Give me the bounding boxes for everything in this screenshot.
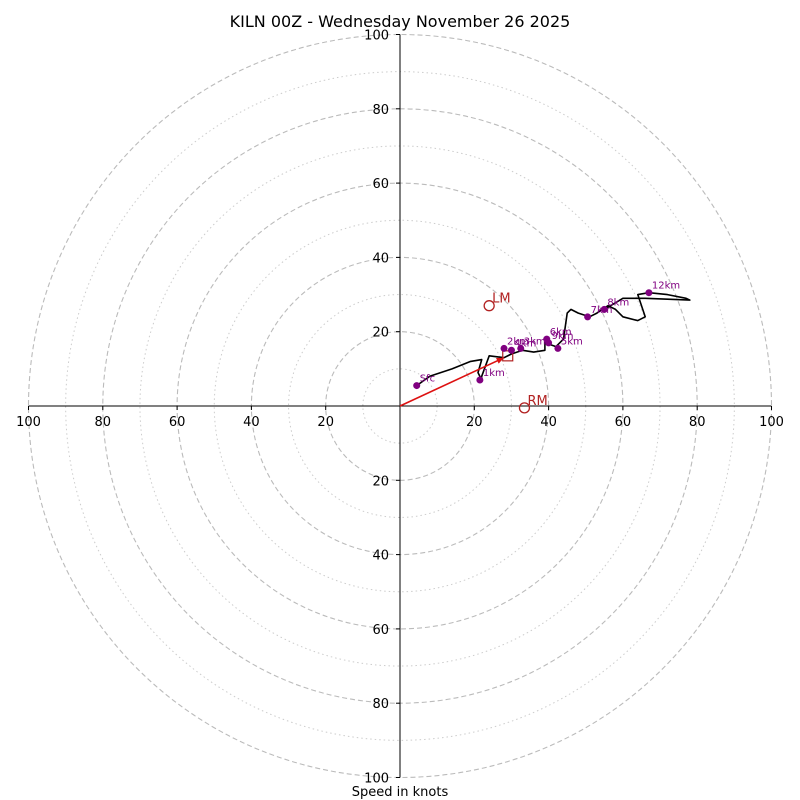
tick-label-down-40: 40 bbox=[372, 549, 389, 564]
height-marker-8km bbox=[600, 305, 608, 313]
height-marker-12km bbox=[645, 289, 653, 297]
tick-label-left-60: 60 bbox=[169, 415, 186, 430]
height-label-sfc: Sfc bbox=[420, 374, 435, 385]
tick-labels: 20 20 20 20 40 40 40 40 60 60 60 60 80 80 80 80 100 100 10… bbox=[16, 29, 784, 787]
height-label-3km: 3km bbox=[524, 336, 546, 347]
height-label-6km: 6km bbox=[550, 327, 572, 338]
tick-label-left-20: 20 bbox=[317, 415, 334, 430]
tick-label-down-20: 20 bbox=[372, 474, 389, 489]
tick-label-left-80: 80 bbox=[95, 415, 112, 430]
tick-label-down-100: 100 bbox=[364, 772, 389, 787]
height-marker-sfc bbox=[413, 382, 421, 390]
height-label-4km: 4km bbox=[514, 338, 536, 349]
height-label-12km: 12km bbox=[652, 281, 680, 292]
height-marker-3km bbox=[517, 344, 525, 352]
tick-label-left-40: 40 bbox=[243, 415, 260, 430]
tick-label-down-80: 80 bbox=[372, 697, 389, 712]
tick-label-right-40: 40 bbox=[540, 415, 557, 430]
mean-wind-marker bbox=[502, 350, 514, 362]
tick-label-up-40: 40 bbox=[372, 251, 389, 266]
chart-title: KILN 00Z - Wednesday November 26 2025 bbox=[230, 12, 571, 31]
tick-label-up-20: 20 bbox=[372, 326, 389, 341]
storm-motion-marker-lm bbox=[483, 300, 495, 312]
storm-motion-marker-rm bbox=[518, 402, 531, 414]
x-axis-label: Speed in knots bbox=[352, 785, 449, 800]
tick-label-right-20: 20 bbox=[466, 415, 483, 430]
tick-label-down-60: 60 bbox=[372, 623, 389, 638]
tick-label-left-100: 100 bbox=[16, 415, 41, 430]
tick-label-up-80: 80 bbox=[372, 103, 389, 118]
height-marker-2km bbox=[500, 344, 508, 352]
height-marker-1km bbox=[476, 376, 484, 384]
height-label-2km: 2km bbox=[507, 336, 529, 347]
tick-label-right-100: 100 bbox=[759, 415, 784, 430]
storm-motion-label-lm: LM bbox=[492, 292, 510, 307]
hodograph-data: Sfc1km2km3km4km5km6km7km8km9km12kmLMRM bbox=[399, 281, 691, 414]
tick-label-right-60: 60 bbox=[615, 415, 632, 430]
height-marker-4km bbox=[507, 346, 515, 354]
tick-label-up-100: 100 bbox=[364, 29, 389, 44]
height-label-5km: 5km bbox=[561, 336, 583, 347]
height-label-8km: 8km bbox=[607, 297, 629, 308]
shear-vector-line bbox=[399, 356, 505, 407]
shear-vector-arrowhead bbox=[496, 357, 505, 364]
storm-motion-label-rm: RM bbox=[527, 394, 547, 409]
height-marker-7km bbox=[584, 313, 592, 321]
tick-label-right-80: 80 bbox=[689, 415, 706, 430]
height-label-9km: 9km bbox=[552, 331, 574, 342]
tick-label-up-60: 60 bbox=[372, 177, 389, 192]
height-label-1km: 1km bbox=[483, 368, 505, 379]
height-marker-9km bbox=[545, 339, 553, 347]
height-marker-5km bbox=[554, 344, 562, 352]
